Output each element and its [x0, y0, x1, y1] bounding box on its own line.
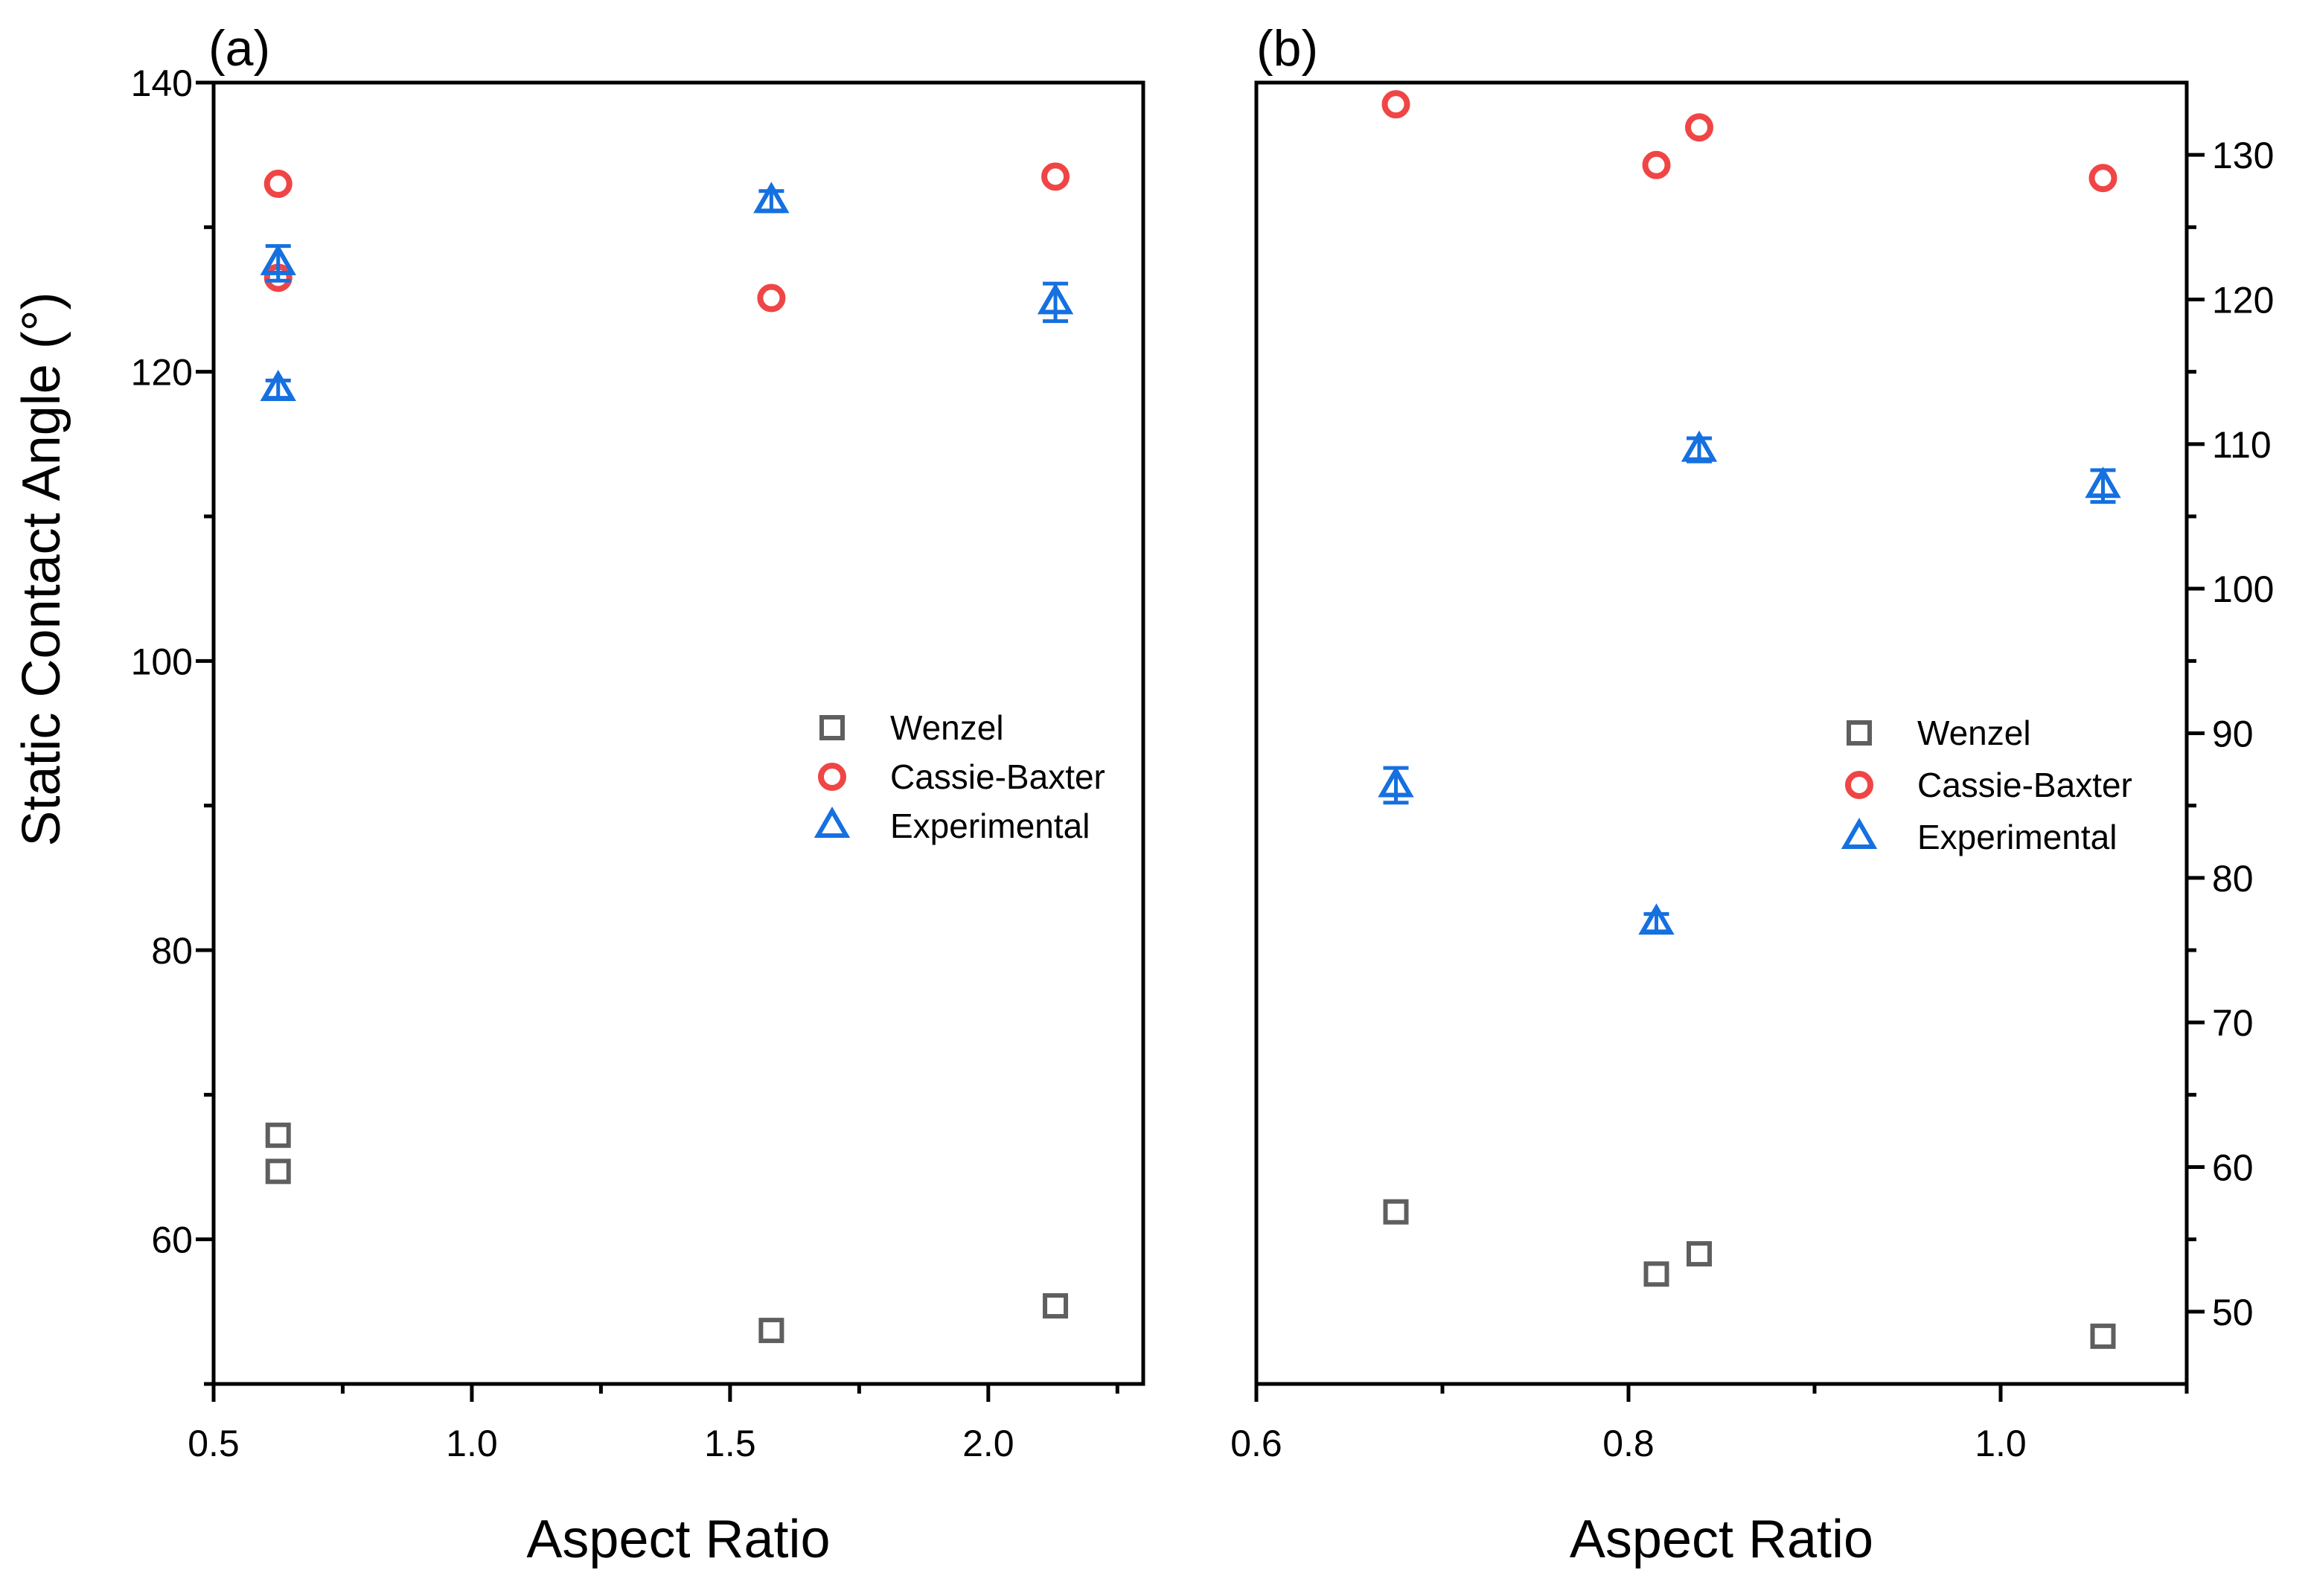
p0-x-tick-label: 1.5 — [704, 1423, 756, 1464]
p0-legend-label-experimental: Experimental — [890, 807, 1090, 845]
p0-x-tick-label: 0.5 — [188, 1423, 240, 1464]
p0-x-tick-label: 1.0 — [446, 1423, 498, 1464]
p1-y-tick-label: 120 — [2212, 280, 2274, 321]
p1-y-tick-label: 70 — [2212, 1002, 2254, 1044]
p0-experimental-point — [260, 369, 296, 401]
p1-experimental-point — [1378, 766, 1414, 798]
p0-plot-frame — [211, 80, 1145, 1386]
p1-y-tick-label: 60 — [2212, 1147, 2254, 1189]
p0-wenzel-point — [265, 1122, 291, 1148]
p1-series-wenzel — [1383, 1199, 2116, 1349]
p1-series-cassie-baxter — [1381, 90, 2117, 193]
p1-legend-marker-experimental — [1841, 817, 1878, 849]
p0-wenzel-point — [758, 1318, 784, 1344]
p0-series-wenzel — [265, 1122, 1069, 1344]
p1-legend-label-experimental: Experimental — [1917, 818, 2117, 856]
panel-b: 0.6 0.8 1.0 50 60 70 80 90 100 110 120 130 Aspect Ra… — [1230, 20, 2274, 1569]
p1-legend-label-cassie-baxter: Cassie-Baxter — [1917, 766, 2132, 804]
panel-a: 0.5 1.0 1.5 2.0 60 80 100 120 140 Aspect Ratio (a)… — [131, 20, 1145, 1569]
p1-wenzel-point — [2090, 1323, 2116, 1349]
p1-cassie-baxter-point — [1642, 150, 1671, 179]
p0-cassie-baxter-point — [263, 170, 293, 199]
p0-wenzel-point — [265, 1158, 291, 1185]
p0-x-axis-title: Aspect Ratio — [526, 1510, 830, 1569]
p0-y-tick-label: 140 — [131, 63, 193, 104]
p0-legend-marker-experimental — [814, 806, 851, 838]
p1-y-tick-label: 90 — [2212, 714, 2254, 755]
p0-cassie-baxter-point — [757, 283, 786, 313]
p0-y-tick-label: 120 — [131, 352, 193, 394]
y-axis-title: Static Contact Angle (°) — [12, 292, 71, 846]
p0-y-tick-label: 100 — [131, 641, 193, 682]
p1-cassie-baxter-point — [2088, 164, 2117, 193]
p0-y-tick-label: 60 — [151, 1220, 193, 1261]
p0-series-cassie-baxter — [263, 162, 1070, 313]
p1-legend-marker-cassie-baxter — [1845, 771, 1873, 799]
p1-legend-marker-wenzel — [1847, 720, 1872, 746]
p1-experimental-point — [2085, 467, 2121, 499]
p1-y-tick-label: 100 — [2212, 568, 2274, 610]
p1-series-experimental — [1378, 430, 2121, 935]
p1-cassie-baxter-point — [1685, 113, 1713, 142]
p0-experimental-point — [753, 182, 790, 214]
p1-wenzel-point — [1383, 1199, 1409, 1225]
p0-legend-marker-wenzel — [819, 715, 845, 740]
p1-plot-frame — [1254, 80, 2189, 1386]
p1-legend: Wenzel Cassie-Baxter Experimental — [1841, 714, 2132, 856]
p0-experimental-point — [1037, 283, 1074, 315]
p1-legend-label-wenzel: Wenzel — [1917, 714, 2031, 752]
p0-cassie-baxter-point — [1041, 162, 1070, 191]
p1-x-axis-title: Aspect Ratio — [1570, 1510, 1873, 1569]
p1-panel-label: (b) — [1256, 20, 1318, 77]
p0-wenzel-point — [1043, 1293, 1069, 1319]
p0-panel-label: (a) — [208, 20, 270, 77]
p0-legend-label-wenzel: Wenzel — [890, 708, 1004, 747]
p1-experimental-point — [1681, 430, 1718, 462]
p1-y-tick-label: 50 — [2212, 1292, 2254, 1333]
p1-wenzel-point — [1687, 1241, 1712, 1267]
p0-x-tick-label: 2.0 — [962, 1423, 1014, 1464]
p1-y-tick-label: 110 — [2212, 424, 2272, 466]
p0-series-experimental — [260, 182, 1074, 401]
p0-y-tick-label: 80 — [151, 930, 193, 972]
p1-y-tick-label: 80 — [2212, 858, 2254, 900]
p1-x-tick-label: 0.6 — [1230, 1423, 1282, 1464]
p1-x-tick-label: 1.0 — [1975, 1423, 2027, 1464]
p0-experimental-point — [260, 243, 296, 275]
p1-wenzel-point — [1643, 1261, 1669, 1287]
p1-cassie-baxter-point — [1381, 90, 1410, 119]
p0-legend-marker-cassie-baxter — [818, 763, 846, 791]
p1-experimental-point — [1638, 903, 1675, 935]
p0-legend: Wenzel Cassie-Baxter Experimental — [814, 708, 1105, 845]
p1-y-tick-label: 130 — [2212, 135, 2274, 176]
p0-legend-label-cassie-baxter: Cassie-Baxter — [890, 757, 1105, 796]
p1-x-tick-label: 0.8 — [1602, 1423, 1655, 1464]
